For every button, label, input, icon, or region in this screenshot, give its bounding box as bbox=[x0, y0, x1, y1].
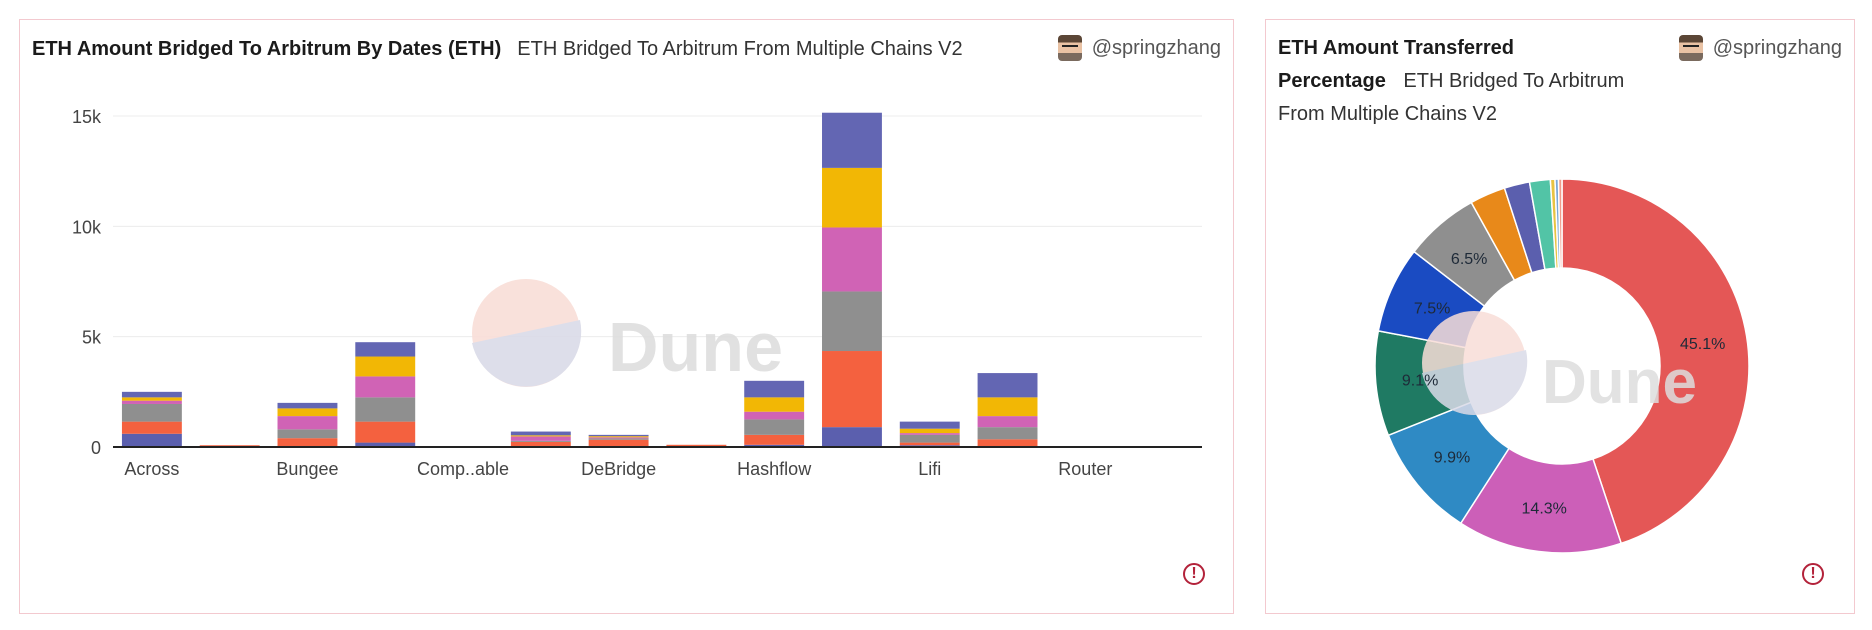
bar-segment bbox=[277, 429, 338, 439]
x-tick-label: Hashflow bbox=[737, 459, 812, 479]
x-tick-label: Bungee bbox=[276, 459, 338, 479]
bar-segment bbox=[744, 444, 805, 447]
bar-segment bbox=[121, 391, 182, 398]
slice-label: 9.1% bbox=[1402, 373, 1438, 390]
donut-chart-author[interactable]: @springzhang bbox=[1678, 35, 1842, 61]
x-tick-label: Comp..able bbox=[417, 459, 509, 479]
donut-chart-title-line1: ETH Amount Transferred bbox=[1278, 37, 1514, 59]
donut-chart-card: ETH Amount Transferred Percentage ETH Br… bbox=[1265, 19, 1855, 614]
bar-segment bbox=[588, 437, 649, 439]
x-tick-label: Router bbox=[1058, 459, 1112, 479]
slice-label: 9.9% bbox=[1434, 450, 1470, 467]
bar-segment bbox=[899, 428, 960, 434]
bar-segment bbox=[822, 351, 882, 428]
x-tick-label: DeBridge bbox=[581, 459, 656, 479]
x-tick-label: Across bbox=[124, 459, 179, 479]
bar-segment bbox=[822, 427, 882, 447]
watermark-text: Dune bbox=[608, 308, 783, 386]
watermark: Dune bbox=[472, 279, 783, 387]
warning-icon[interactable]: ! bbox=[1802, 563, 1824, 585]
bar-segment bbox=[822, 291, 882, 352]
bar-segment bbox=[355, 376, 416, 398]
bar-axes: 0 5k 10k 15k Across Bungee Comp..able DeBridge H… bbox=[72, 107, 1202, 479]
watermark-logo-bottom bbox=[1422, 350, 1528, 415]
bar-chart-header: ETH Amount Bridged To Arbitrum By Dates … bbox=[32, 38, 963, 61]
donut-slice bbox=[1557, 178, 1563, 269]
donut-chart-header: ETH Amount Transferred Percentage ETH Br… bbox=[1278, 32, 1658, 131]
bar-segment bbox=[588, 436, 649, 438]
bar-segment bbox=[510, 436, 571, 441]
donut-chart: Dune 45.1% 14.3% 9.9% 9.1% 7.5% 6.5% bbox=[1374, 178, 1750, 554]
y-tick-label: 15k bbox=[72, 107, 102, 127]
bar-chart-subtitle[interactable]: ETH Bridged To Arbitrum From Multiple Ch… bbox=[517, 38, 963, 60]
stacked-bar-chart: Dune 0 5k 10k 15k Across Bungee Comp..able DeBr… bbox=[72, 107, 1202, 479]
bar-segment bbox=[977, 427, 1038, 440]
bar-segment bbox=[977, 416, 1038, 428]
bar-segment bbox=[121, 433, 182, 447]
bar-segment bbox=[744, 380, 805, 398]
author-avatar bbox=[1057, 35, 1082, 61]
bar-segment bbox=[744, 411, 805, 420]
x-tick-label: Lifi bbox=[918, 459, 941, 479]
slice-label: 7.5% bbox=[1414, 300, 1450, 317]
bar-segment bbox=[510, 435, 571, 437]
slice-label: 6.5% bbox=[1451, 251, 1487, 268]
watermark-text: Dune bbox=[1542, 348, 1697, 417]
bar-segment bbox=[277, 408, 338, 417]
bar-segment bbox=[121, 403, 182, 422]
watermark: Dune bbox=[1422, 311, 1697, 417]
bar-segment bbox=[822, 227, 882, 292]
author-name[interactable]: @springzhang bbox=[1712, 36, 1842, 59]
bar-segment bbox=[588, 434, 649, 437]
slice-label: 14.3% bbox=[1522, 500, 1567, 517]
bar-segment bbox=[744, 419, 805, 435]
bar-grid bbox=[113, 115, 1202, 338]
bar-segment bbox=[355, 421, 416, 443]
donut-slices bbox=[1374, 178, 1750, 554]
bar-segment bbox=[977, 397, 1038, 417]
bar-segment bbox=[510, 431, 571, 436]
y-tick-label: 5k bbox=[82, 328, 102, 348]
author-avatar bbox=[1678, 35, 1703, 61]
donut-chart-subtitle[interactable]: ETH Bridged To Arbitrum From Multiple Ch… bbox=[1278, 70, 1625, 125]
author-name[interactable]: @springzhang bbox=[1091, 36, 1221, 59]
slice-label: 45.1% bbox=[1680, 336, 1725, 353]
bar-segment bbox=[277, 438, 338, 447]
bar-segment bbox=[121, 400, 182, 404]
y-tick-label: 10k bbox=[72, 217, 102, 237]
bar-segment bbox=[899, 433, 960, 435]
bar-segment bbox=[510, 440, 571, 442]
bar-segment bbox=[666, 444, 727, 447]
donut-chart-title-line2: Percentage bbox=[1278, 70, 1386, 92]
bar-segment bbox=[822, 167, 882, 228]
bar-segment bbox=[744, 397, 805, 412]
bar-segment bbox=[355, 442, 416, 447]
bar-segment bbox=[121, 421, 182, 434]
bar-segment bbox=[355, 356, 416, 377]
y-tick-label: 0 bbox=[91, 438, 101, 458]
bar-segment bbox=[355, 342, 416, 357]
bar-segment bbox=[121, 397, 182, 401]
watermark-logo-bottom bbox=[472, 320, 582, 387]
bar-segment bbox=[977, 373, 1038, 398]
bar-segment bbox=[588, 439, 649, 447]
bar-segment bbox=[899, 442, 960, 446]
donut-slice bbox=[1561, 178, 1750, 545]
bar-segment bbox=[355, 397, 416, 422]
bar-segment bbox=[899, 434, 960, 443]
bar-segment bbox=[277, 416, 338, 430]
bar-segment bbox=[977, 439, 1038, 447]
bar-chart-author[interactable]: @springzhang bbox=[1057, 35, 1221, 61]
bar-chart-title: ETH Amount Bridged To Arbitrum By Dates … bbox=[32, 38, 502, 60]
bar-segment bbox=[822, 112, 882, 168]
bar-marks bbox=[121, 112, 1116, 447]
warning-icon[interactable]: ! bbox=[1183, 563, 1205, 585]
bar-segment bbox=[744, 434, 805, 445]
bar-segment bbox=[277, 402, 338, 409]
donut-labels: 45.1% 14.3% 9.9% 9.1% 7.5% 6.5% bbox=[1402, 251, 1725, 517]
bar-segment bbox=[588, 438, 649, 440]
bar-segment bbox=[899, 421, 960, 429]
bar-chart-card: ETH Amount Bridged To Arbitrum By Dates … bbox=[19, 19, 1234, 614]
bar-segment bbox=[510, 441, 571, 447]
